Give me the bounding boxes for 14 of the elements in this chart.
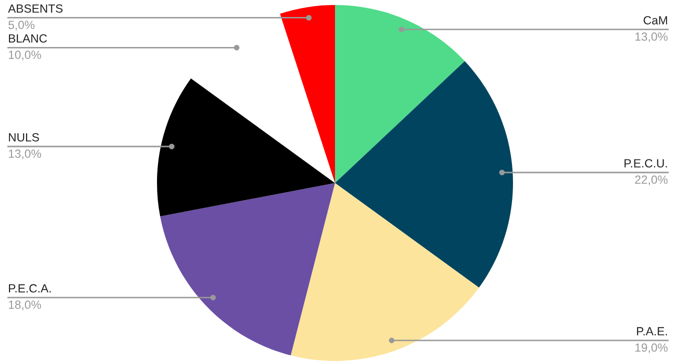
data-label: 13,0% [8, 149, 42, 160]
slice-label: P.A.E. [637, 327, 667, 336]
data-label: 13,0% [635, 32, 668, 42]
data-label: 5,0% [8, 20, 34, 30]
data-label: 10,0% [8, 50, 42, 60]
slice-label: P.E.C.A. [8, 284, 51, 293]
slice-label: NULS [8, 133, 39, 142]
data-label: 19,0% [635, 343, 668, 354]
slice-label: CaM [644, 16, 668, 24]
slice-label: ABSENTS [8, 4, 63, 13]
data-label: 18,0% [8, 300, 42, 310]
slice-label: BLANC [8, 34, 47, 43]
data-label: 22,0% [635, 175, 668, 186]
slice-label: P.E.C.U. [624, 159, 667, 168]
